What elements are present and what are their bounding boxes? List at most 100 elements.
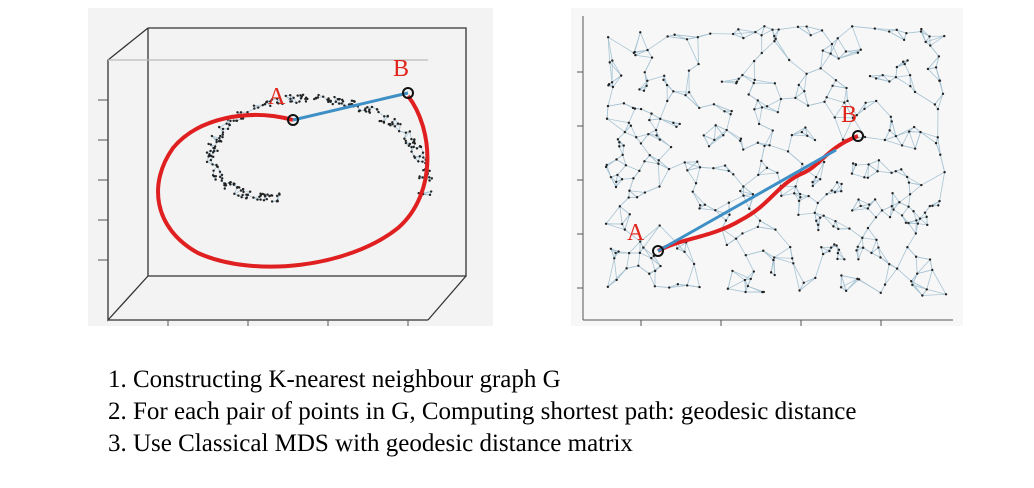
graph-node: [607, 83, 611, 86]
graph-edge: [899, 201, 909, 208]
graph-node: [215, 163, 218, 167]
graph-edge: [876, 239, 879, 248]
graph-edge: [610, 248, 619, 252]
graph-node: [229, 119, 232, 123]
graph-node: [851, 116, 855, 120]
graph-edge: [660, 118, 674, 124]
graph-node: [628, 213, 631, 216]
graph-node: [352, 99, 355, 103]
graph-node: [734, 237, 738, 240]
graph-node: [803, 89, 806, 93]
graph-node: [627, 121, 631, 124]
graph-edge: [739, 140, 744, 150]
graph-node: [836, 37, 839, 40]
graph-node: [742, 148, 745, 151]
graph-edge: [692, 183, 697, 192]
graph-edge: [862, 247, 872, 254]
graph-node: [252, 104, 256, 107]
graph-edge: [889, 76, 897, 82]
graph-node: [831, 84, 834, 87]
graph-node: [835, 181, 839, 184]
graph-node: [609, 175, 613, 179]
graph-node: [898, 201, 901, 204]
graph-edge: [651, 113, 661, 120]
graph-edge: [653, 255, 661, 267]
graph-node: [802, 281, 805, 284]
graph-node: [846, 99, 849, 103]
graph-edge: [807, 135, 816, 141]
graph-node: [836, 251, 840, 255]
graph-edge: [939, 172, 945, 202]
graph-node: [685, 38, 689, 41]
graph-node: [879, 291, 882, 295]
graph-node: [648, 272, 651, 275]
graph-node: [638, 169, 641, 173]
graph-edge: [835, 79, 847, 89]
graph-node: [639, 142, 643, 145]
graph-edge: [924, 205, 931, 213]
graph-edge: [884, 130, 891, 141]
graph-node: [749, 277, 752, 281]
graph-node: [771, 129, 774, 132]
graph-edge: [758, 167, 768, 176]
graph-edge: [910, 85, 916, 93]
graph-node: [811, 180, 814, 184]
graph-node: [403, 137, 406, 140]
graph-node: [774, 228, 777, 231]
graph-node: [605, 163, 608, 167]
graph-edge: [838, 249, 845, 260]
graph-edge: [874, 28, 890, 32]
graph-edge: [915, 220, 917, 234]
graph-node: [850, 25, 854, 28]
graph-node: [275, 194, 279, 198]
graph-edge: [748, 208, 761, 221]
graph-node: [691, 190, 694, 193]
graph-edge: [864, 164, 869, 178]
graph-node: [832, 225, 835, 228]
graph-node: [926, 67, 930, 71]
graph-node: [890, 120, 893, 123]
graph-edge: [628, 108, 636, 123]
graph-node: [912, 210, 915, 213]
graph-edge: [648, 133, 660, 141]
graph-edge: [914, 91, 936, 105]
graph-edge: [755, 25, 765, 33]
graph-edge: [757, 160, 762, 176]
graph-node: [703, 203, 707, 206]
graph-node: [223, 187, 226, 190]
graph-node: [211, 163, 214, 166]
graph-edge: [732, 33, 744, 39]
graph-edge: [831, 43, 840, 59]
graph-edge: [654, 265, 661, 272]
graph-node: [639, 31, 642, 34]
graph-node: [921, 294, 924, 297]
graph-edge: [856, 108, 865, 116]
graph-node: [907, 181, 911, 184]
graph-edge: [805, 127, 808, 136]
graph-node: [422, 169, 425, 172]
graph-node: [786, 150, 790, 153]
graph-node: [643, 160, 646, 163]
graph-edge: [663, 79, 674, 92]
graph-node: [386, 115, 389, 118]
graph-edge: [926, 216, 928, 225]
graph-node: [839, 286, 843, 289]
graph-edge: [803, 73, 807, 92]
graph-edge: [635, 49, 648, 56]
graph-node: [887, 30, 891, 33]
graph-edge: [935, 67, 941, 81]
graph-edge: [861, 237, 864, 248]
graph-edge: [867, 170, 878, 179]
graph-edge: [927, 68, 940, 82]
graph-edge: [640, 133, 649, 144]
graph-edge: [727, 288, 746, 293]
graph-node: [928, 204, 932, 208]
graph-edge: [649, 154, 659, 165]
graph-edge: [845, 49, 861, 52]
graph-edge: [917, 223, 928, 226]
graph-node: [936, 136, 939, 139]
graph-edge: [860, 205, 868, 209]
graph-node: [920, 27, 923, 31]
graph-node: [347, 103, 351, 106]
graph-node: [241, 187, 245, 191]
